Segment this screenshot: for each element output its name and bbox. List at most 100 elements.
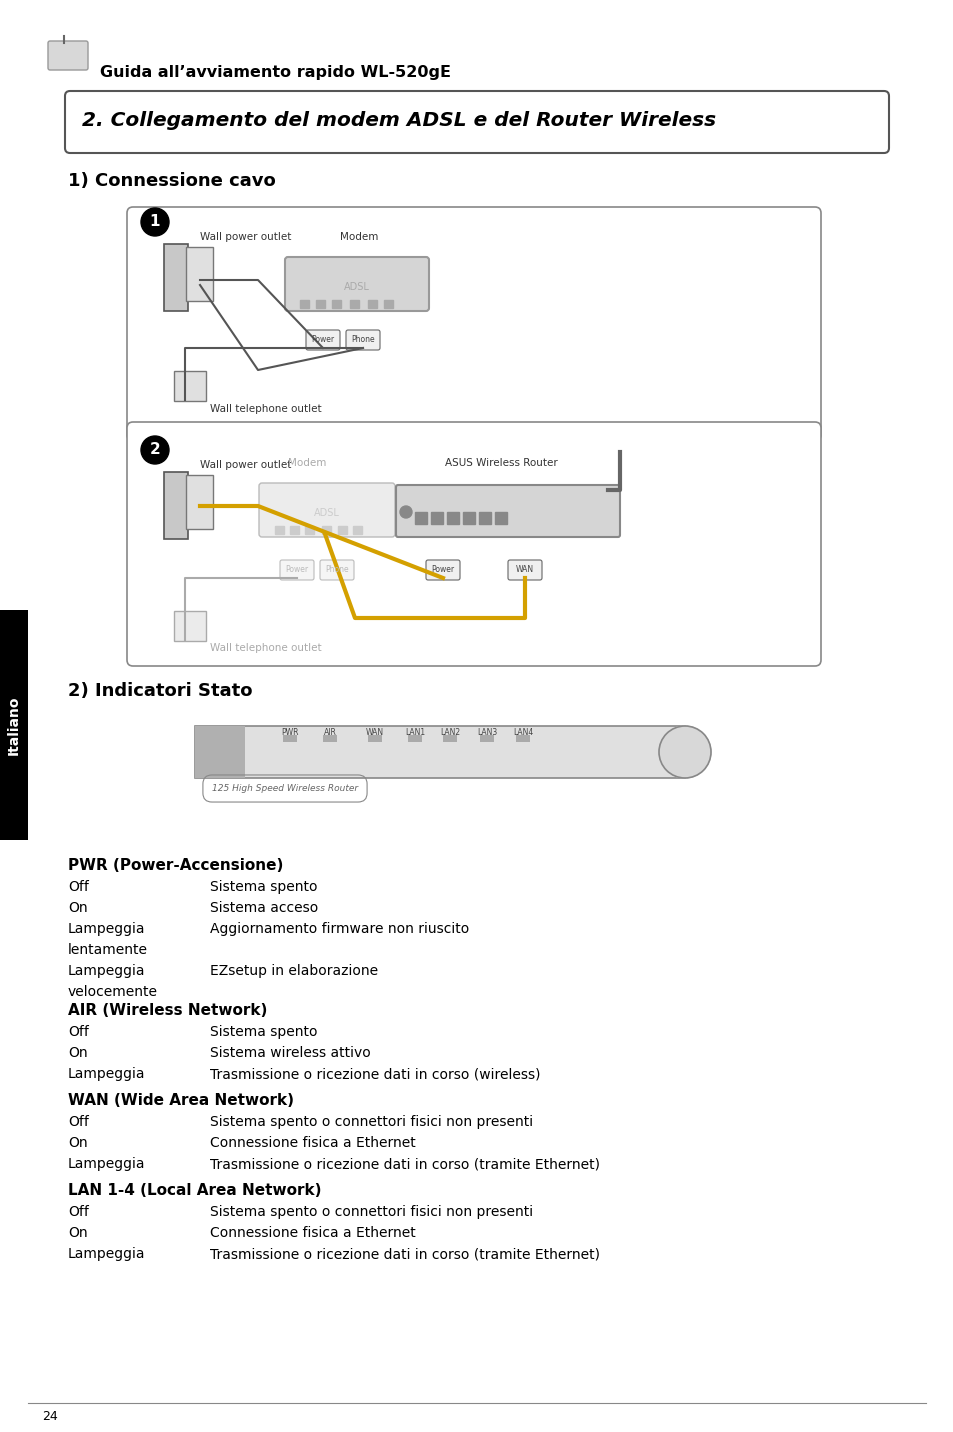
Text: Modem: Modem — [339, 232, 378, 242]
FancyBboxPatch shape — [127, 422, 821, 666]
Bar — [431, 513, 442, 524]
Bar — [442, 735, 456, 742]
Text: LAN1: LAN1 — [404, 727, 425, 737]
Text: Phone: Phone — [351, 335, 375, 345]
Bar — [447, 513, 458, 524]
Text: Sistema spento o connettori fisici non presenti: Sistema spento o connettori fisici non p… — [210, 1116, 533, 1128]
Text: AIR (Wireless Network): AIR (Wireless Network) — [68, 1002, 267, 1018]
Text: 2: 2 — [150, 442, 160, 457]
Text: Phone: Phone — [325, 566, 349, 574]
Text: Sistema spento: Sistema spento — [210, 1025, 317, 1040]
Text: WAN: WAN — [366, 727, 384, 737]
Text: 24: 24 — [42, 1409, 58, 1422]
Text: EZsetup in elaborazione: EZsetup in elaborazione — [210, 964, 377, 978]
Text: 2. Collegamento del modem ADSL e del Router Wireless: 2. Collegamento del modem ADSL e del Rou… — [82, 110, 716, 129]
FancyBboxPatch shape — [426, 560, 459, 580]
FancyBboxPatch shape — [507, 560, 541, 580]
Text: 1: 1 — [150, 215, 160, 229]
Text: LAN4: LAN4 — [513, 727, 533, 737]
Text: WAN: WAN — [516, 566, 534, 574]
FancyBboxPatch shape — [164, 243, 188, 311]
Text: Power: Power — [431, 566, 454, 574]
Text: Sistema spento o connettori fisici non presenti: Sistema spento o connettori fisici non p… — [210, 1204, 533, 1219]
Text: ADSL: ADSL — [314, 508, 339, 518]
FancyBboxPatch shape — [173, 371, 206, 401]
FancyBboxPatch shape — [173, 611, 206, 642]
FancyBboxPatch shape — [346, 329, 379, 349]
Text: Connessione fisica a Ethernet: Connessione fisica a Ethernet — [210, 1136, 416, 1150]
Text: On: On — [68, 1226, 88, 1240]
FancyBboxPatch shape — [164, 473, 188, 538]
Text: Off: Off — [68, 881, 89, 894]
Text: Lampeggia: Lampeggia — [68, 964, 146, 978]
Text: Trasmissione o ricezione dati in corso (tramite Ethernet): Trasmissione o ricezione dati in corso (… — [210, 1247, 599, 1262]
FancyBboxPatch shape — [127, 208, 821, 441]
Text: Lampeggia: Lampeggia — [68, 1067, 146, 1081]
FancyBboxPatch shape — [186, 475, 213, 528]
Bar — [315, 299, 325, 308]
Text: AIR: AIR — [323, 727, 336, 737]
Bar — [408, 735, 421, 742]
Bar — [322, 526, 331, 534]
Bar — [478, 513, 491, 524]
Bar — [384, 299, 393, 308]
FancyBboxPatch shape — [285, 256, 429, 311]
FancyBboxPatch shape — [48, 42, 88, 70]
Bar — [462, 513, 475, 524]
Text: Trasmissione o ricezione dati in corso (wireless): Trasmissione o ricezione dati in corso (… — [210, 1067, 540, 1081]
FancyBboxPatch shape — [319, 560, 354, 580]
FancyBboxPatch shape — [280, 560, 314, 580]
Text: Connessione fisica a Ethernet: Connessione fisica a Ethernet — [210, 1226, 416, 1240]
Bar — [332, 299, 340, 308]
Text: Power: Power — [311, 335, 335, 345]
Bar — [368, 299, 376, 308]
Text: On: On — [68, 1045, 88, 1060]
FancyBboxPatch shape — [0, 610, 28, 841]
Circle shape — [141, 208, 169, 236]
FancyBboxPatch shape — [194, 726, 684, 778]
Bar — [479, 735, 494, 742]
Circle shape — [659, 726, 710, 778]
Text: Lampeggia: Lampeggia — [68, 1247, 146, 1262]
Text: Trasmissione o ricezione dati in corso (tramite Ethernet): Trasmissione o ricezione dati in corso (… — [210, 1157, 599, 1171]
Circle shape — [399, 505, 412, 518]
Text: ASUS Wireless Router: ASUS Wireless Router — [444, 458, 558, 468]
Text: Off: Off — [68, 1204, 89, 1219]
Text: PWR: PWR — [281, 727, 298, 737]
Text: LAN 1-4 (Local Area Network): LAN 1-4 (Local Area Network) — [68, 1183, 321, 1199]
Bar — [274, 526, 284, 534]
Text: Sistema spento: Sistema spento — [210, 881, 317, 894]
Text: PWR (Power-Accensione): PWR (Power-Accensione) — [68, 858, 283, 874]
Text: Off: Off — [68, 1025, 89, 1040]
Text: 125 High Speed Wireless Router: 125 High Speed Wireless Router — [212, 783, 357, 793]
Text: Sistema acceso: Sistema acceso — [210, 901, 318, 915]
Bar — [299, 299, 309, 308]
Text: Wall telephone outlet: Wall telephone outlet — [210, 643, 321, 653]
Bar — [305, 526, 314, 534]
Text: Aggiornamento firmware non riuscito: Aggiornamento firmware non riuscito — [210, 922, 469, 937]
Text: velocemente: velocemente — [68, 985, 158, 1000]
Text: On: On — [68, 1136, 88, 1150]
Text: Wall power outlet: Wall power outlet — [200, 232, 291, 242]
Bar — [290, 526, 298, 534]
FancyBboxPatch shape — [395, 485, 619, 537]
Bar — [283, 735, 296, 742]
Text: Guida all’avviamento rapido WL-520gE: Guida all’avviamento rapido WL-520gE — [100, 64, 451, 80]
Text: Lampeggia: Lampeggia — [68, 1157, 146, 1171]
FancyBboxPatch shape — [186, 246, 213, 301]
FancyBboxPatch shape — [306, 329, 339, 349]
Bar — [368, 735, 381, 742]
Text: Modem: Modem — [288, 458, 326, 468]
Text: LAN2: LAN2 — [439, 727, 459, 737]
FancyBboxPatch shape — [65, 92, 888, 153]
Text: Italiano: Italiano — [7, 696, 21, 755]
Circle shape — [141, 435, 169, 464]
Text: 2) Indicatori Stato: 2) Indicatori Stato — [68, 682, 253, 700]
Text: On: On — [68, 901, 88, 915]
Text: Wall power outlet: Wall power outlet — [200, 460, 291, 470]
Text: LAN3: LAN3 — [476, 727, 497, 737]
Bar — [337, 526, 347, 534]
Bar — [323, 735, 336, 742]
Text: Off: Off — [68, 1116, 89, 1128]
Text: ADSL: ADSL — [344, 282, 370, 292]
